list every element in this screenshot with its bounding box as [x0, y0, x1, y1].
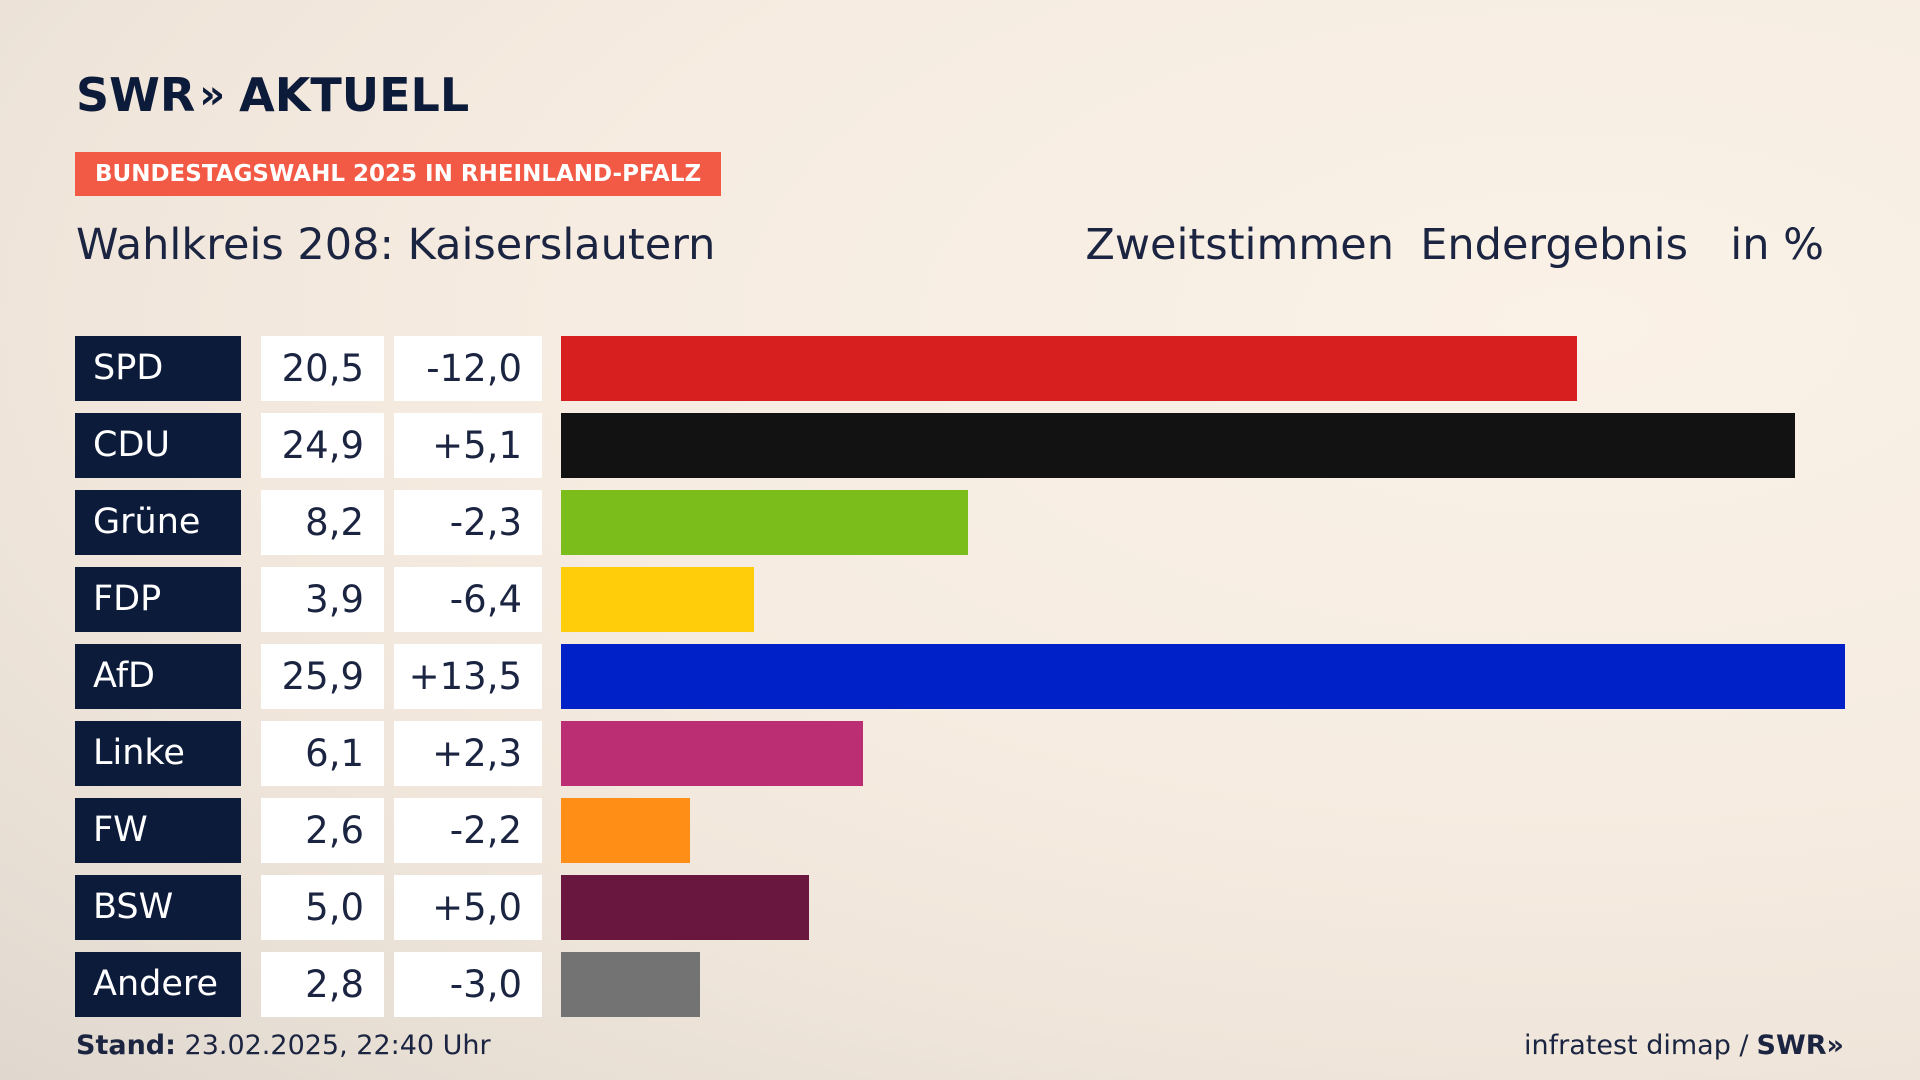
vote-share-label: 5,0	[261, 875, 384, 940]
footer-timestamp: Stand: 23.02.2025, 22:40 Uhr	[76, 1030, 491, 1061]
chart-row: Linke 6,1 +2,3	[75, 721, 1845, 786]
bar-bsw	[561, 875, 809, 940]
vote-change-label: +5,1	[394, 413, 542, 478]
chart-row: BSW 5,0 +5,0	[75, 875, 1845, 940]
chart-row: SPD 20,5 -12,0	[75, 336, 1845, 401]
bar-linke	[561, 721, 863, 786]
bar-spd	[561, 336, 1577, 401]
bar-afd	[561, 644, 1845, 709]
chart-row: Andere 2,8 -3,0	[75, 952, 1845, 1017]
party-label: Grüne	[75, 490, 241, 555]
stand-label: Stand:	[76, 1030, 176, 1061]
logo-swr-text: SWR	[76, 68, 196, 122]
bar-fdp	[561, 567, 754, 632]
source-brand-logo: SWR»	[1756, 1030, 1844, 1061]
chart-row: FW 2,6 -2,2	[75, 798, 1845, 863]
chart-row: CDU 24,9 +5,1	[75, 413, 1845, 478]
header-unit: in %	[1730, 220, 1824, 270]
party-label: SPD	[75, 336, 241, 401]
election-tag: BUNDESTAGSWAHL 2025 IN RHEINLAND-PFALZ	[75, 152, 722, 196]
vote-change-label: +5,0	[394, 875, 542, 940]
party-label: FW	[75, 798, 241, 863]
chart-row: FDP 3,9 -6,4	[75, 567, 1845, 632]
vote-share-label: 6,1	[261, 721, 384, 786]
party-label: FDP	[75, 567, 241, 632]
vote-share-label: 3,9	[261, 567, 384, 632]
chart-row: AfD 25,9 +13,5	[75, 644, 1845, 709]
party-label: CDU	[75, 413, 241, 478]
vote-change-label: -2,3	[394, 490, 542, 555]
constituency-title: Wahlkreis 208: Kaiserslautern	[76, 220, 716, 270]
vote-share-label: 2,6	[261, 798, 384, 863]
vote-change-label: -12,0	[394, 336, 542, 401]
header-status: Endergebnis	[1420, 220, 1688, 270]
bar-andere	[561, 952, 700, 1017]
logo-aktuell-text: AKTUELL	[239, 68, 470, 122]
bar-cdu	[561, 413, 1795, 478]
footer-source: infratest dimap / SWR»	[1524, 1030, 1844, 1061]
vote-share-label: 8,2	[261, 490, 384, 555]
vote-change-label: -2,2	[394, 798, 542, 863]
stand-value: 23.02.2025, 22:40 Uhr	[184, 1030, 491, 1061]
chart-row: Grüne 8,2 -2,3	[75, 490, 1845, 555]
logo-arrows-icon: »	[199, 72, 226, 118]
vote-share-label: 25,9	[261, 644, 384, 709]
header-votes: Zweitstimmen	[1085, 220, 1394, 270]
vote-change-label: +13,5	[394, 644, 542, 709]
bar-grüne	[561, 490, 968, 555]
vote-change-label: -6,4	[394, 567, 542, 632]
party-label: AfD	[75, 644, 241, 709]
bar-fw	[561, 798, 690, 863]
vote-change-label: +2,3	[394, 721, 542, 786]
vote-share-label: 2,8	[261, 952, 384, 1017]
party-label: Andere	[75, 952, 241, 1017]
vote-share-label: 24,9	[261, 413, 384, 478]
vote-change-label: -3,0	[394, 952, 542, 1017]
swr-aktuell-logo: SWR » AKTUELL	[76, 68, 469, 122]
party-label: BSW	[75, 875, 241, 940]
vote-share-label: 20,5	[261, 336, 384, 401]
source-text: infratest dimap /	[1524, 1030, 1749, 1061]
party-label: Linke	[75, 721, 241, 786]
